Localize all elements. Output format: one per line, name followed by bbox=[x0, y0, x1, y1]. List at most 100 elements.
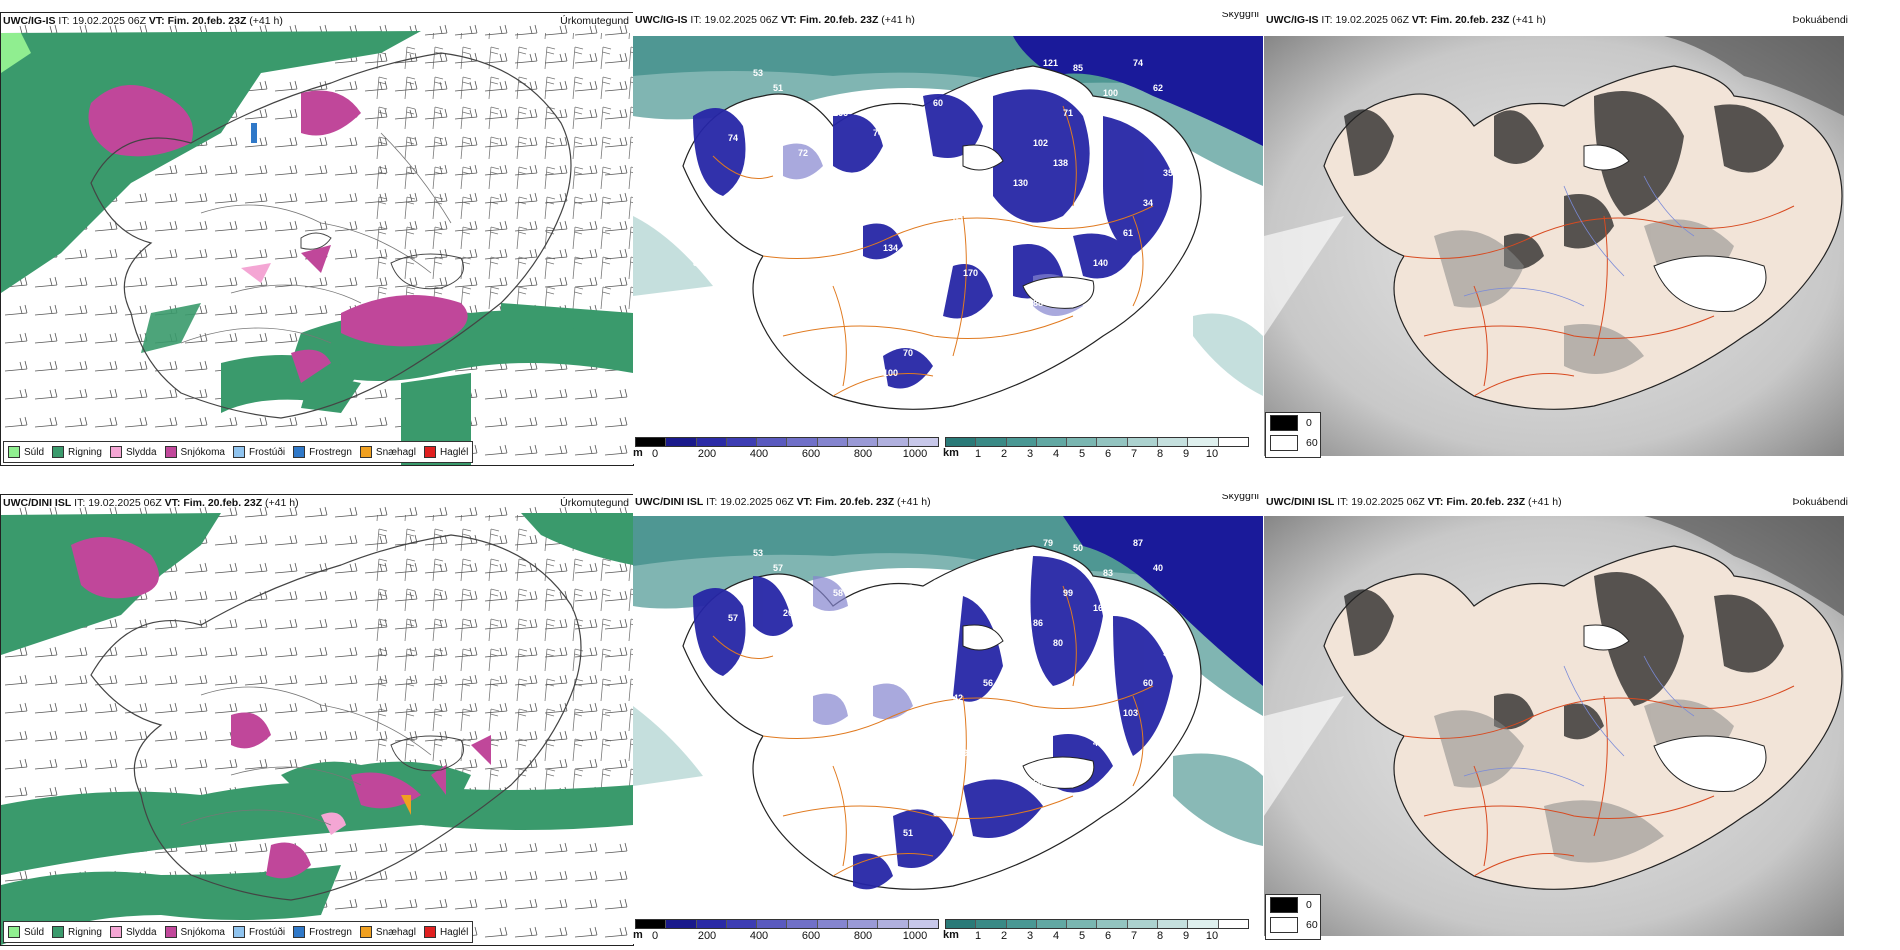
cloud-base-value: 61 bbox=[1123, 228, 1133, 238]
cloud-base-value: 56 bbox=[983, 678, 993, 688]
cloud-base-colorbar: 0 200 400 600 800 1000 m bbox=[633, 437, 939, 461]
colorbar-segment bbox=[976, 438, 1007, 446]
cloud-base-value: 42 bbox=[953, 693, 963, 703]
colorbar-segment bbox=[908, 438, 938, 446]
cloud-base-value: 88 bbox=[1033, 298, 1043, 308]
cloud-base-value: 53 bbox=[753, 548, 763, 558]
colorbar-tick-label: 600 bbox=[801, 448, 821, 460]
cloud-base-value: 51 bbox=[903, 828, 913, 838]
valid-time: Fim. 20.feb. 23Z bbox=[815, 496, 895, 508]
colorbar-tick-label: 800 bbox=[853, 930, 873, 942]
cloud-base-value: 35 bbox=[1163, 168, 1173, 178]
model-name: UWC/IG-IS bbox=[1266, 14, 1319, 26]
cloud-base-value: 100 bbox=[883, 368, 898, 378]
visibility-bar bbox=[945, 437, 1249, 447]
legend-item: Frostúði bbox=[232, 446, 285, 458]
colorbar-segment bbox=[636, 920, 667, 928]
cloud-base-value: 110 bbox=[873, 608, 888, 618]
colorbar-tick-label: 200 bbox=[697, 930, 717, 942]
legend-item: Rigning bbox=[52, 926, 102, 938]
cloud-base-value: 88 bbox=[903, 583, 913, 593]
colorbar-tick-label: 8 bbox=[1156, 930, 1164, 942]
colorbar-segment bbox=[908, 920, 938, 928]
cloud-base-value: 92 bbox=[743, 103, 753, 113]
cloud-base-value: 34 bbox=[1143, 198, 1153, 208]
model-name: UWC/IG-IS bbox=[3, 15, 56, 27]
colorbar-segment bbox=[946, 438, 977, 446]
colorbar-tick-label: 400 bbox=[749, 448, 769, 460]
fog-index-map-bottom: UWC/DINI ISL IT: 19.02.2025 06Z VT: Fim.… bbox=[1264, 494, 1900, 944]
panel-header: UWC/IG-IS IT: 19.02.2025 06Z VT: Fim. 20… bbox=[1266, 14, 1848, 26]
cloud-base-value: 57 bbox=[728, 613, 738, 623]
legend-item: Snæhagl bbox=[359, 446, 416, 458]
cloud-base-value: 71 bbox=[1063, 108, 1073, 118]
colorbar-tick-label: 200 bbox=[697, 448, 717, 460]
lead-time: (+41 h) bbox=[1528, 496, 1562, 508]
panel-title: Þokuábendi bbox=[1792, 496, 1848, 508]
cloud-base-value: 170 bbox=[963, 268, 978, 278]
panel-title: Skyggni bbox=[1221, 494, 1259, 502]
cloud-base-value: 60 bbox=[933, 98, 943, 108]
cloud-base-value: 104 bbox=[1063, 278, 1078, 288]
colorbar-tick-label: 2 bbox=[1000, 448, 1008, 460]
init-time: 19.02.2025 06Z bbox=[72, 15, 146, 27]
panel-header: UWC/IG-IS IT: 19.02.2025 06Z VT: Fim. 20… bbox=[3, 15, 629, 27]
fog-legend-min: 0 bbox=[1266, 895, 1320, 915]
init-time: 19.02.2025 06Z bbox=[88, 497, 162, 509]
colorbar-tick-label: 800 bbox=[853, 448, 873, 460]
colorbar-segment bbox=[848, 920, 879, 928]
cloud-base-value: 140 bbox=[1093, 258, 1108, 268]
init-time: 19.02.2025 06Z bbox=[704, 14, 778, 26]
lead-time: (+41 h) bbox=[249, 15, 283, 27]
cloud-base-value: 160 bbox=[1093, 603, 1108, 613]
lead-time: (+41 h) bbox=[265, 497, 299, 509]
cloud-base-value: 20 bbox=[763, 168, 773, 178]
cloud-base-value: 70 bbox=[903, 348, 913, 358]
cloud-base-value: 40 bbox=[1153, 563, 1163, 573]
init-time: 19.02.2025 06Z bbox=[1351, 496, 1425, 508]
visibility-unit: km bbox=[943, 447, 959, 459]
colorbar-segment bbox=[1218, 920, 1248, 928]
cloud-base-value: 49 bbox=[693, 738, 703, 748]
colorbar-segment bbox=[1036, 920, 1068, 928]
cloud-base-value: 100 bbox=[1103, 88, 1118, 98]
fog-legend-min: 0 bbox=[1266, 413, 1320, 433]
colorbar-tick-label: 6 bbox=[1104, 930, 1112, 942]
visibility-colorbar: 1 2 3 4 5 6 7 8 9 10 km bbox=[943, 919, 1249, 943]
cloud-base-value: 85 bbox=[1013, 548, 1023, 558]
fog-map-canvas bbox=[1264, 36, 1900, 456]
colorbar-tick-label: 5 bbox=[1078, 448, 1086, 460]
lead-time: (+41 h) bbox=[881, 14, 915, 26]
colorbar-segment bbox=[878, 920, 909, 928]
valid-time: Fim. 20.feb. 23Z bbox=[799, 14, 879, 26]
cloud-base-value: 57 bbox=[773, 563, 783, 573]
lead-time: (+41 h) bbox=[897, 496, 931, 508]
cloud-base-value: 60 bbox=[798, 628, 808, 638]
cloud-base-value: 54 bbox=[1063, 758, 1073, 768]
cloud-base-value: 54 bbox=[1163, 648, 1173, 658]
panel-header: UWC/DINI ISL IT: 19.02.2025 06Z VT: Fim.… bbox=[633, 494, 1263, 510]
valid-time: Fim. 20.feb. 23Z bbox=[1446, 496, 1526, 508]
colorbar-tick-label: 10 bbox=[1205, 930, 1219, 942]
legend-item: Haglél bbox=[423, 926, 468, 938]
valid-time: Fim. 20.feb. 23Z bbox=[183, 497, 263, 509]
cloud-base-value: 93 bbox=[963, 748, 973, 758]
cloud-base-value: 70 bbox=[883, 723, 893, 733]
legend-item: Snjókoma bbox=[164, 446, 225, 458]
colorbar-segment bbox=[1097, 438, 1128, 446]
cloud-base-unit: m bbox=[633, 447, 643, 459]
fog-legend-max: 60 bbox=[1266, 433, 1320, 453]
cloud-base-value: 72 bbox=[798, 148, 808, 158]
cloud-base-value: 77 bbox=[793, 668, 803, 678]
cloud-base-value: 111 bbox=[923, 228, 937, 238]
colorbar-tick-label: 400 bbox=[749, 930, 769, 942]
colorbar-segment bbox=[1158, 438, 1189, 446]
cloud-visibility-map-top: UWC/IG-IS IT: 19.02.2025 06Z VT: Fim. 20… bbox=[633, 12, 1263, 464]
cloud-base-value: 72 bbox=[923, 708, 933, 718]
colorbar-segment bbox=[1218, 438, 1248, 446]
colorbar-segment bbox=[1006, 920, 1037, 928]
colorbar-tick-label: 7 bbox=[1130, 930, 1138, 942]
colorbar-segment bbox=[787, 438, 818, 446]
panel-header: UWC/DINI ISL IT: 19.02.2025 06Z VT: Fim.… bbox=[3, 497, 629, 509]
colorbar-tick-label: 5 bbox=[1078, 930, 1086, 942]
